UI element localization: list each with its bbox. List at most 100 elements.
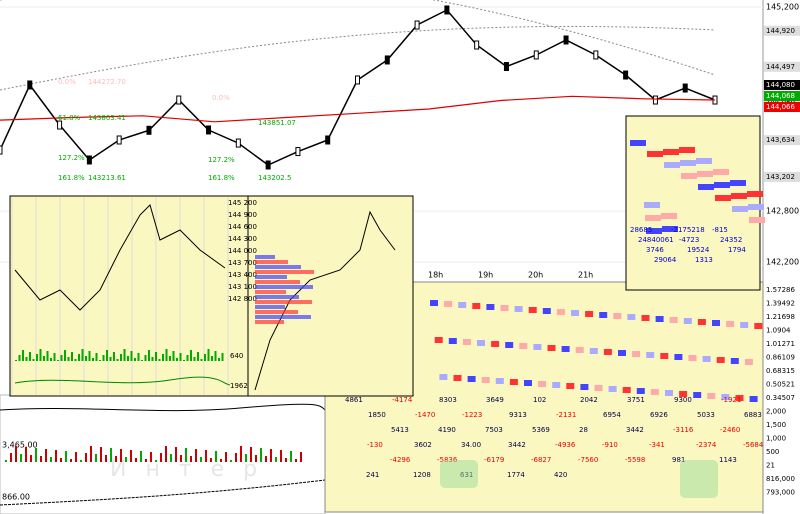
candle [682,83,688,93]
volume-block [730,358,739,364]
inset-label: 19524 [687,246,710,254]
order-flow-label: 2042 [580,396,598,404]
candle [0,145,3,155]
order-flow-label: -1223 [462,411,482,419]
indicator-bar [20,454,22,462]
order-flow-label: -6827 [531,456,551,464]
inset-profile [255,270,314,274]
volume-block [693,392,702,398]
inset-price-label: 143 700 [228,259,257,267]
inset-volume [78,354,80,361]
indicator-bar [35,448,37,462]
inset-block [661,213,677,219]
price-tag [764,171,800,182]
inset-volume [179,353,182,361]
order-flow-label: 28 [579,426,588,434]
fib-label: 127.2% [58,154,85,162]
candle [384,55,390,65]
inset-profile [255,320,284,324]
inset-volume [57,360,59,361]
candle [533,50,539,60]
volume-block [495,378,504,384]
candle [27,80,33,90]
inset-price [14,204,226,311]
inset-volume [197,352,199,361]
inset-price-2 [254,210,396,391]
inset-volume [67,357,70,361]
lower-axis-label: 1,000 [766,435,786,443]
order-flow-label: 102 [533,396,546,404]
volume-block [514,306,523,312]
candle [593,50,599,60]
inset-volume [25,357,28,361]
candle [325,135,331,145]
indicator-bar [240,446,242,462]
volume-block [688,355,697,361]
inset-volume [144,355,147,361]
volume-block [712,320,720,326]
lower-axis-label: 0.50521 [766,381,795,389]
volume-block [613,313,622,319]
inset-label: 24840061 [638,236,674,244]
last-price-label: 144,080 [766,81,795,89]
volume-block [679,391,688,397]
inset-volume [207,349,210,361]
volume-block [434,337,443,343]
volume-block [566,383,575,389]
inset-volume [46,351,49,361]
indicator-bar [15,446,17,462]
indicator-bar [255,455,257,462]
volume-block [627,314,636,320]
inset-profile [255,310,298,314]
inset-volume [36,354,38,361]
inset-block [714,182,730,188]
inset-volume [29,352,31,361]
inset-volume [53,353,56,361]
order-flow-label: -2131 [556,411,576,419]
order-flow-label: -341 [649,441,665,449]
indicator-bar [45,449,47,462]
volume-block [655,316,664,322]
inset-volume [190,350,192,361]
candle [623,70,629,80]
indicator-bar [270,449,272,462]
candle [444,5,450,15]
time-label: 19h [478,271,493,280]
inset-volume [102,355,105,361]
indicator-bar [75,452,77,462]
inset-block [681,173,697,179]
inset-volume [130,351,133,361]
fib-label: 161.8% [58,174,85,182]
volume-block [716,357,725,363]
time-label: 18h [428,271,443,280]
inset-block [747,191,763,197]
volume-block [538,381,547,387]
volume-block [481,377,490,383]
order-flow-label: 9300 [674,396,692,404]
inset-profile [255,260,288,264]
inset-volume [211,356,213,361]
inset-volume [186,355,189,361]
order-flow-label: 5369 [532,426,550,434]
inset-block [664,162,680,168]
order-flow-label: 5413 [391,426,409,434]
price-tick-label: 142,200 [766,258,799,267]
inset-volume [204,354,206,361]
volume-block [646,352,655,358]
time-label: 20h [528,271,543,280]
last-price-label: 144,066 [766,103,795,111]
volume-block [622,387,631,393]
band-line [0,0,716,76]
inset-volume [109,357,112,361]
candle [652,95,658,105]
inset-label: -4723 [679,236,699,244]
inset-block [715,195,731,201]
volume-block [580,384,589,390]
volume-block [608,386,617,392]
volume-block [721,394,730,400]
inset-label: 1794 [728,246,746,254]
inset-block [696,158,712,164]
inset-volume [74,359,77,361]
candle [474,40,480,50]
